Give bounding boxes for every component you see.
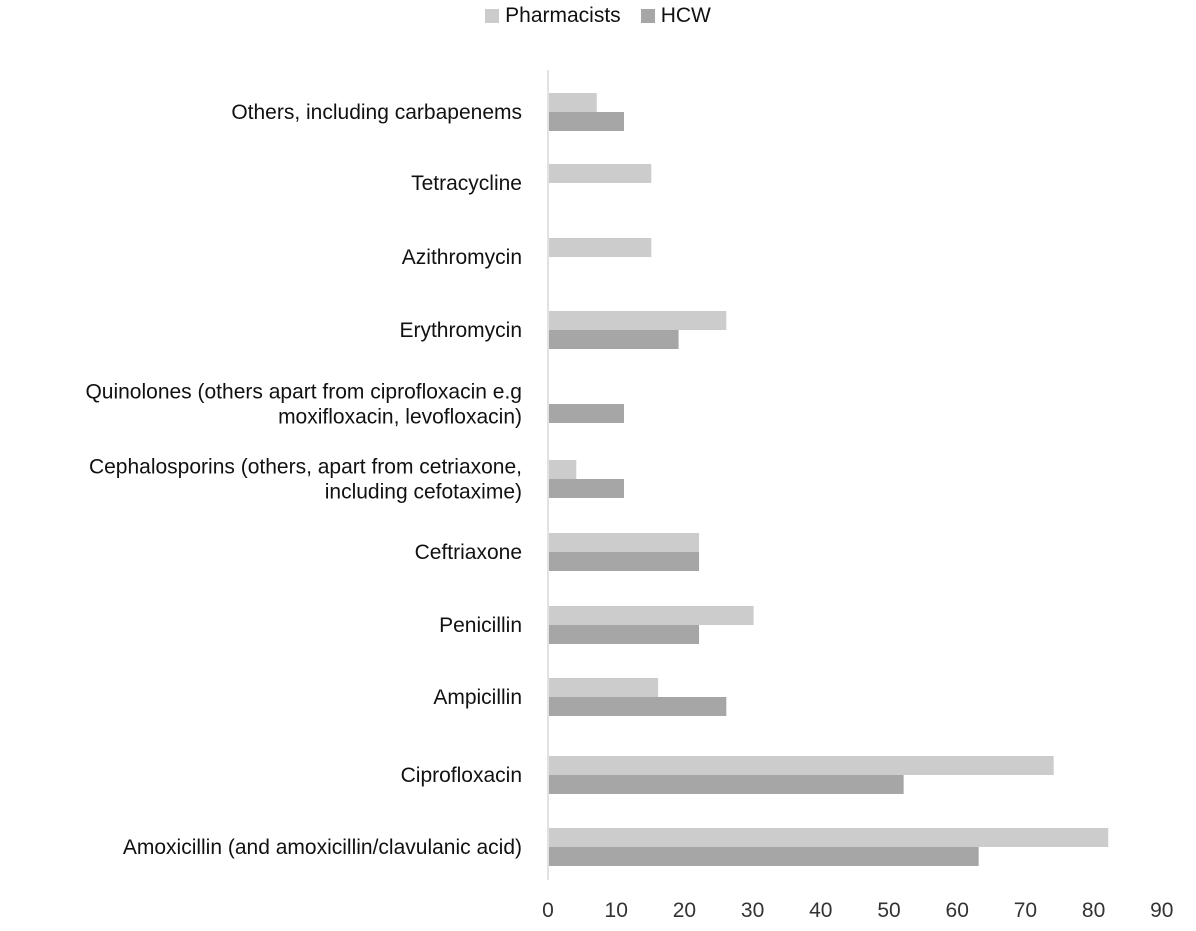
category-label-0: Amoxicillin (and amoxicillin/clavulanic … [123, 836, 522, 859]
x-tick-label-70: 70 [1014, 899, 1037, 922]
category-label-10: Others, including carbapenems [231, 101, 522, 124]
category-label-8: Azithromycin [402, 246, 522, 269]
category-label-6-line-0: Quinolones (others apart from ciprofloxa… [85, 381, 522, 404]
category-label-2: Ampicillin [433, 686, 522, 709]
bar-pharmacists-0 [549, 828, 1109, 847]
x-tick-label-0: 0 [542, 899, 554, 922]
legend-item-pharmacists: Pharmacists [485, 4, 621, 28]
category-label-6-line-1: moxifloxacin, levofloxacin) [278, 406, 522, 429]
bar-pharmacists-1 [549, 756, 1054, 775]
x-tick-label-50: 50 [877, 899, 900, 922]
category-label-5-line-1: including cefotaxime) [325, 481, 522, 504]
bar-pharmacists-2 [549, 678, 659, 697]
bar-hcw-7 [549, 330, 679, 349]
bar-pharmacists-8 [549, 238, 652, 257]
x-tick-label-80: 80 [1082, 899, 1105, 922]
legend-swatch-hcw [640, 9, 655, 23]
legend-label-hcw: HCW [660, 4, 711, 27]
bar-hcw-1 [549, 775, 904, 794]
x-tick-label-40: 40 [809, 899, 832, 922]
bar-pharmacists-7 [549, 311, 727, 330]
bar-pharmacists-10 [549, 93, 597, 112]
bar-hcw-2 [549, 697, 727, 716]
category-label-5-line-0: Cephalosporins (others, apart from cetri… [89, 456, 522, 479]
category-label-7: Erythromycin [399, 319, 522, 342]
legend-label-pharmacists: Pharmacists [505, 4, 621, 27]
category-label-3: Penicillin [439, 614, 522, 637]
x-tick-label-60: 60 [946, 899, 969, 922]
bar-hcw-6 [549, 404, 625, 423]
bar-hcw-0 [549, 847, 979, 866]
bar-hcw-3 [549, 625, 700, 644]
bar-pharmacists-9 [549, 164, 652, 183]
bar-hcw-5 [549, 479, 625, 498]
bar-pharmacists-5 [549, 460, 577, 479]
bar-hcw-10 [549, 112, 625, 131]
category-label-9: Tetracycline [411, 172, 522, 195]
x-tick-label-20: 20 [673, 899, 696, 922]
bar-hcw-4 [549, 552, 700, 571]
x-tick-label-10: 10 [605, 899, 628, 922]
legend: Pharmacists HCW [0, 4, 1196, 28]
legend-swatch-pharmacists [485, 9, 500, 23]
bar-pharmacists-4 [549, 533, 700, 552]
bar-pharmacists-3 [549, 606, 754, 625]
legend-item-hcw: HCW [640, 4, 711, 28]
x-tick-label-90: 90 [1150, 899, 1173, 922]
x-tick-label-30: 30 [741, 899, 764, 922]
category-label-4: Ceftriaxone [415, 541, 522, 564]
category-label-1: Ciprofloxacin [401, 764, 522, 787]
